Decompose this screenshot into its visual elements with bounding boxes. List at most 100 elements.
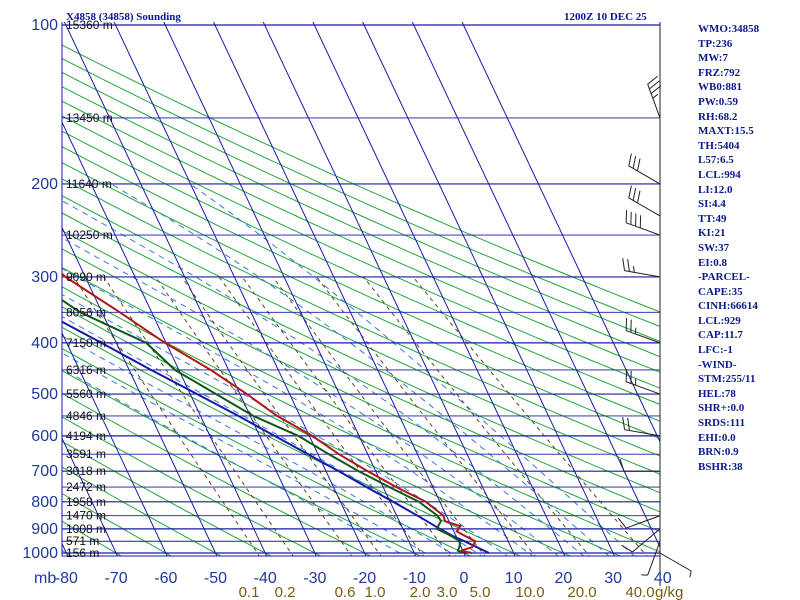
dry-adiabat [62,212,660,494]
height-label: 1470 m [66,509,106,523]
dry-adiabat [62,58,660,328]
parameter-item: -WIND- [698,358,737,371]
dry-adiabat [62,392,372,556]
parameter-item: LCL:929 [698,314,741,327]
parameter-item: STM:255/11 [698,373,756,386]
pressure-tick-label: 800 [31,494,58,511]
dry-adiabat [62,440,273,556]
height-label: 10250 m [66,228,113,242]
temperature-tick-label: 40 [654,570,672,587]
mixing-ratio-line [181,276,382,556]
mixing-ratio-line [241,276,451,556]
wind-barb-flag [627,258,630,272]
height-label: 4846 m [66,409,106,423]
wind-barb-staff [626,381,661,395]
sounding-curves [62,272,490,554]
dry-adiabat [62,195,660,475]
parameter-item: CAPE:35 [698,285,743,298]
moist-adiabat [62,293,509,556]
mixing-ratio-label: 1.0 [365,584,386,600]
wind-barb [622,417,661,437]
axis-prefix-label: mb [34,570,56,587]
isotherm [62,331,168,556]
isotherm [0,13,22,564]
mixing-ratio-label: 0.6 [335,584,356,600]
temperature-trace [62,272,477,554]
dry-adiabat [62,146,660,422]
dry-adiabat [62,306,572,556]
parameter-item: TT:49 [698,212,727,225]
wind-barb-flag [622,258,626,271]
parameter-item: LI:12.0 [698,183,733,196]
parameter-item: LCL:994 [698,168,741,181]
wind-barb-flag [617,517,627,529]
wind-barb-flag [636,190,641,204]
wind-barb-staff [626,330,661,344]
pressure-tick-label: 1000 [22,545,58,562]
moist-adiabat [62,268,534,556]
height-label: 1958 m [66,495,106,509]
height-label: 9090 m [66,270,106,284]
dry-adiabat [62,416,322,556]
temperature-tick-label: -50 [204,570,227,587]
height-label: 1008 m [66,522,106,536]
temperature-tick-label: 30 [604,570,622,587]
wind-barb-staff [632,528,661,553]
temperature-tick-label: 20 [555,570,573,587]
moist-adiabat [189,183,635,556]
dry-adiabat [62,44,660,313]
wind-barb-flag [628,185,632,199]
isotherm [62,121,268,556]
height-label: 7150 m [66,336,106,350]
wind-barb-flag [622,417,626,430]
height-label: 13450 m [66,111,113,125]
parameter-item: CINH:66614 [698,300,758,313]
station-title: X4858 (34858) Sounding [66,11,181,23]
dry-adiabat [62,369,422,556]
moist-adiabat [62,367,407,556]
isotherm [113,22,367,556]
moist-adiabats [62,183,635,556]
wind-barb [659,552,692,578]
parameter-item: CAP:11.7 [698,329,743,342]
moist-adiabat [62,237,560,556]
mixing-ratio-line [155,276,353,556]
wind-barb-flag [649,80,660,90]
mixing-ratio-label: 5.0 [470,584,491,600]
dry-adiabat [62,520,123,556]
wind-barb [621,528,661,553]
isotherm [362,22,616,556]
isotherm [62,226,218,556]
mixing-ratio-line [103,276,294,556]
isotherm [163,22,417,556]
mixing-ratio-label: 10.0 [515,584,544,600]
wind-barb-staff [659,552,692,572]
wind-barb-flag [627,417,630,431]
isotherm [411,22,660,549]
height-label: 15360 m [66,18,113,32]
dry-adiabat [62,286,622,556]
pressure-tick-label: 700 [31,463,58,480]
wind-barb-half [632,266,635,273]
height-label: 2472 m [66,480,106,494]
moist-adiabat [62,200,585,556]
wind-barb [628,185,661,217]
wind-barb-flag [650,85,662,94]
parameter-item: -PARCEL- [698,271,750,284]
mixing-ratio-unit: g/kg [655,584,683,600]
dry-adiabat [62,100,660,373]
dry-adiabat [62,86,660,358]
parameter-item: RH:68.2 [698,110,738,123]
parameter-item: L57:6.5 [698,154,734,167]
moist-adiabat [62,352,432,556]
sounding-time: 1200Z 10 DEC 25 [564,11,647,23]
pressure-tick-label: 600 [31,428,58,445]
wind-barb-staff [647,541,661,576]
mixing-ratio-line [272,276,486,556]
parameter-item: EHI:0.0 [698,431,736,444]
wind-barb [641,541,661,576]
wind-barb-staff [626,515,661,529]
mixing-ratio-label: 40.0 [625,584,654,600]
mixing-ratio-label: 0.2 [275,584,296,600]
wind-barb-staff [626,222,661,236]
